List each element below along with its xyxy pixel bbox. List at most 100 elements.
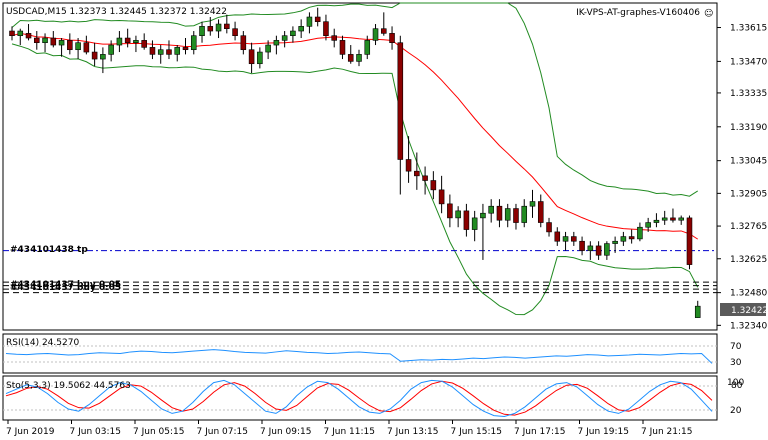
candle-body xyxy=(480,212,486,219)
candle-body xyxy=(653,219,660,223)
candles xyxy=(9,7,701,318)
candle-body xyxy=(405,159,412,172)
candle-body xyxy=(455,210,461,219)
moving-average xyxy=(11,32,699,240)
order-lines xyxy=(3,250,717,294)
price-tick-label: 1.32480 xyxy=(730,289,767,299)
candle-body xyxy=(381,28,387,34)
candle-body xyxy=(265,44,271,53)
candle-body xyxy=(83,42,90,53)
candle-body xyxy=(579,240,585,251)
candle-body xyxy=(504,208,511,221)
candle-body xyxy=(232,28,238,37)
candle-body xyxy=(91,51,98,60)
candle-body xyxy=(75,42,81,51)
candle-body xyxy=(471,217,478,230)
stoch-level-20: 20 xyxy=(730,406,742,416)
candle-body xyxy=(372,28,379,41)
stochastic-panel-frame xyxy=(2,375,718,421)
time-tick-label: 7 Jun 11:15 xyxy=(324,427,375,437)
price-panel[interactable]: USDCAD,M15 1.32373 1.32445 1.32372 1.324… xyxy=(2,2,718,331)
candle-body xyxy=(257,51,263,65)
candle-body xyxy=(141,40,147,48)
current-price-label: 1.32422 xyxy=(731,306,768,316)
candle-body xyxy=(414,170,420,177)
time-tick-label: 7 Jun 2019 xyxy=(6,427,55,437)
candle-body xyxy=(174,47,181,55)
candle-body xyxy=(182,47,189,51)
candle-body xyxy=(240,35,247,51)
bollinger-lower-line xyxy=(11,43,699,316)
price-axis: 1.33615 1.33470 1.33335 1.33190 1.33045 1.329… xyxy=(717,24,767,331)
candle-body xyxy=(637,226,643,240)
smiley-icon: ☺ xyxy=(704,8,713,19)
server-label: IK-VPS-AT-graphes-V160406 xyxy=(576,8,700,18)
candle-body xyxy=(694,305,701,318)
candle-body xyxy=(25,33,32,39)
order-stack-label: #434101437 buy 0.05 xyxy=(10,280,121,290)
candle-body xyxy=(496,205,503,221)
price-tick-label: 1.32905 xyxy=(730,189,767,199)
candle-body xyxy=(604,243,610,256)
candle-body xyxy=(298,26,304,32)
time-tick-label: 7 Jun 19:15 xyxy=(578,427,629,437)
time-axis: 7 Jun 2019 7 Jun 03:15 7 Jun 05:15 7 Jun 07… xyxy=(6,420,692,437)
rsi-panel[interactable]: RSI(14) 24.5270 70 30 xyxy=(2,333,742,374)
candle-body xyxy=(50,37,57,46)
candle-body xyxy=(438,189,445,205)
candle-body xyxy=(58,40,65,46)
candle-body xyxy=(488,205,494,214)
price-tick-label: 1.32625 xyxy=(730,255,767,265)
bollinger-upper-line xyxy=(11,2,699,197)
candle-body xyxy=(273,40,280,46)
candle-body xyxy=(157,49,164,55)
candle-body xyxy=(34,37,40,44)
candle-body xyxy=(215,23,222,32)
time-tick-label: 7 Jun 15:15 xyxy=(451,427,502,437)
symbol-header: USDCAD,M15 1.32373 1.32445 1.32372 1.324… xyxy=(6,7,227,17)
candle-body xyxy=(422,175,428,181)
candle-body xyxy=(356,54,362,62)
candle-body xyxy=(661,217,668,221)
time-tick-label: 7 Jun 03:15 xyxy=(70,427,121,437)
candle-body xyxy=(166,49,172,55)
time-tick-label: 7 Jun 17:15 xyxy=(514,427,565,437)
candle-body xyxy=(463,210,470,230)
rsi-level-30: 30 xyxy=(730,358,742,368)
candle-body xyxy=(571,236,577,242)
rsi-line xyxy=(5,349,713,364)
candle-body xyxy=(678,217,684,221)
candle-body xyxy=(281,35,288,41)
moving-average-line xyxy=(11,32,699,240)
time-tick-label: 7 Jun 09:15 xyxy=(260,427,311,437)
time-tick-label: 7 Jun 07:15 xyxy=(197,427,248,437)
candle-body xyxy=(347,54,354,62)
price-tick-label: 1.33335 xyxy=(730,89,767,99)
candle-body xyxy=(521,205,528,223)
candle-body xyxy=(248,49,255,65)
price-tick-label: 1.33045 xyxy=(730,157,767,167)
candle-body xyxy=(529,201,536,207)
stochastic-panel[interactable]: Sto(5,3,3) 19.5062 44.5763 100 80 20 xyxy=(2,375,744,421)
candle-body xyxy=(645,222,651,228)
candle-body xyxy=(612,240,618,244)
candle-body xyxy=(537,201,544,223)
candle-body xyxy=(430,180,437,191)
bollinger-bands xyxy=(11,2,699,316)
candle-body xyxy=(124,37,131,44)
candle-body xyxy=(620,236,627,242)
price-tick-label: 1.32340 xyxy=(730,321,767,331)
candle-body xyxy=(331,35,337,41)
candle-body xyxy=(149,47,156,55)
candle-body xyxy=(562,236,569,242)
candle-body xyxy=(389,33,395,44)
stoch-level-80: 80 xyxy=(731,381,743,391)
candle-body xyxy=(513,208,519,223)
rsi-panel-frame xyxy=(2,333,718,374)
candle-body xyxy=(587,245,594,251)
rsi-label: RSI(14) 24.5270 xyxy=(6,338,79,348)
candle-body xyxy=(290,30,296,37)
rsi-level-70: 70 xyxy=(730,342,742,352)
candle-body xyxy=(323,21,329,37)
